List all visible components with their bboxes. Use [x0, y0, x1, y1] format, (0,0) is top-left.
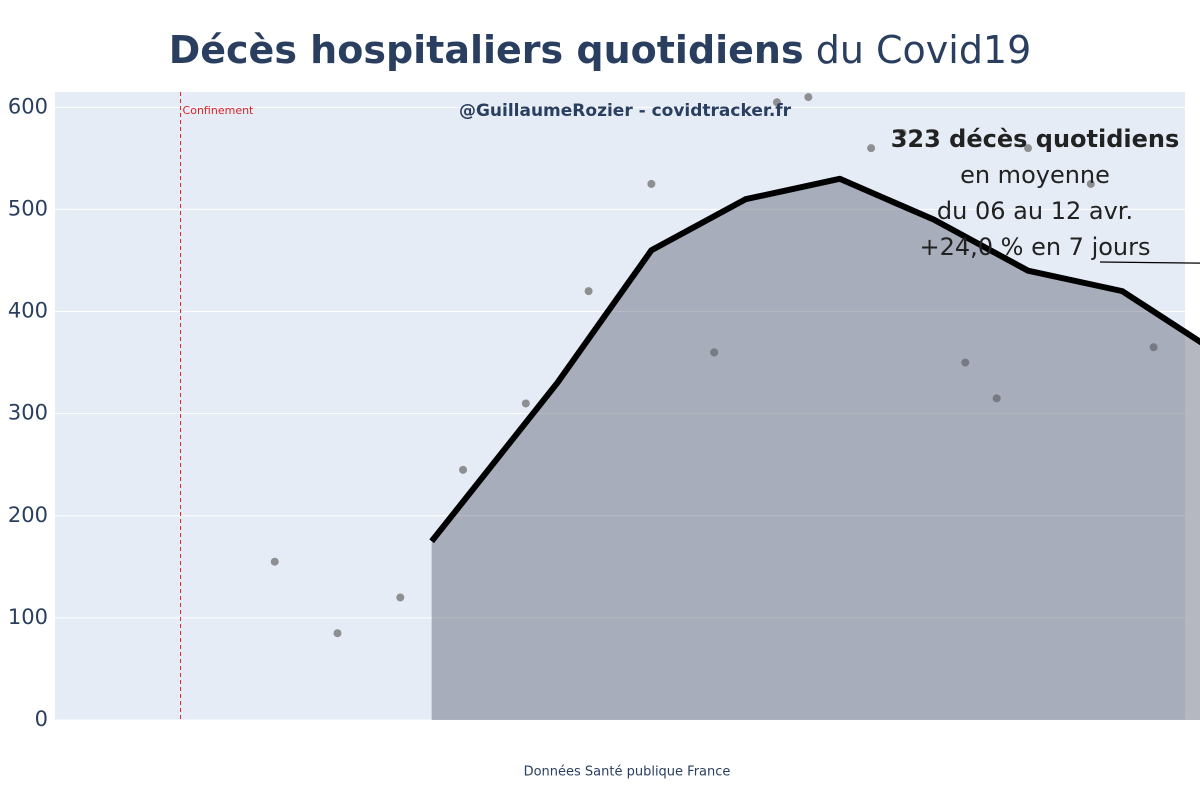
chart-title: Décès hospitaliers quotidiens du Covid19 — [169, 28, 1032, 72]
event-label: Confinement — [183, 104, 255, 117]
title-main: Décès hospitaliers quotidiens — [169, 28, 804, 72]
y-tick-label: 100 — [8, 605, 48, 629]
daily-point — [867, 144, 876, 153]
daily-point — [898, 128, 907, 137]
annotation: 323 décès quotidiens en moyenne du 06 au 1… — [891, 125, 1200, 264]
y-tick-label: 0 — [35, 707, 48, 731]
title-suffix: du Covid19 — [816, 28, 1032, 72]
daily-point — [647, 179, 656, 188]
daily-point — [396, 593, 405, 602]
watermark: @GuillaumeRozier - covidtracker.fr — [459, 101, 792, 121]
daily-point — [459, 465, 468, 474]
grid: ConfinementDéconfinementConfinement — [55, 92, 1185, 721]
daily-point — [772, 98, 781, 107]
daily-point — [804, 93, 813, 102]
annotation-text: 323 décès quotidiens — [891, 125, 1180, 153]
daily-point — [270, 557, 279, 566]
source: Données Santé publique France — [524, 765, 731, 780]
area — [431, 178, 1200, 720]
plot-area — [55, 92, 1185, 720]
marks — [270, 93, 1200, 720]
daily-point — [710, 348, 719, 357]
daily-point — [1149, 343, 1158, 352]
daily-point — [992, 394, 1001, 403]
y-tick-label: 600 — [8, 94, 48, 118]
annotation-text: en moyenne — [960, 161, 1110, 189]
daily-point — [1024, 144, 1033, 153]
y-tick-label: 500 — [8, 196, 48, 220]
y-tick-label: 300 — [8, 401, 48, 425]
annotation-text: +24,0 % en 7 jours — [919, 233, 1150, 261]
y-tick-label: 400 — [8, 299, 48, 323]
daily-point — [521, 399, 530, 408]
daily-point — [961, 358, 970, 367]
daily-point — [1086, 179, 1095, 188]
annotation-text: du 06 au 12 avr. — [937, 197, 1133, 225]
daily-point — [584, 287, 593, 296]
y-tick-label: 200 — [8, 503, 48, 527]
daily-point — [333, 629, 342, 638]
